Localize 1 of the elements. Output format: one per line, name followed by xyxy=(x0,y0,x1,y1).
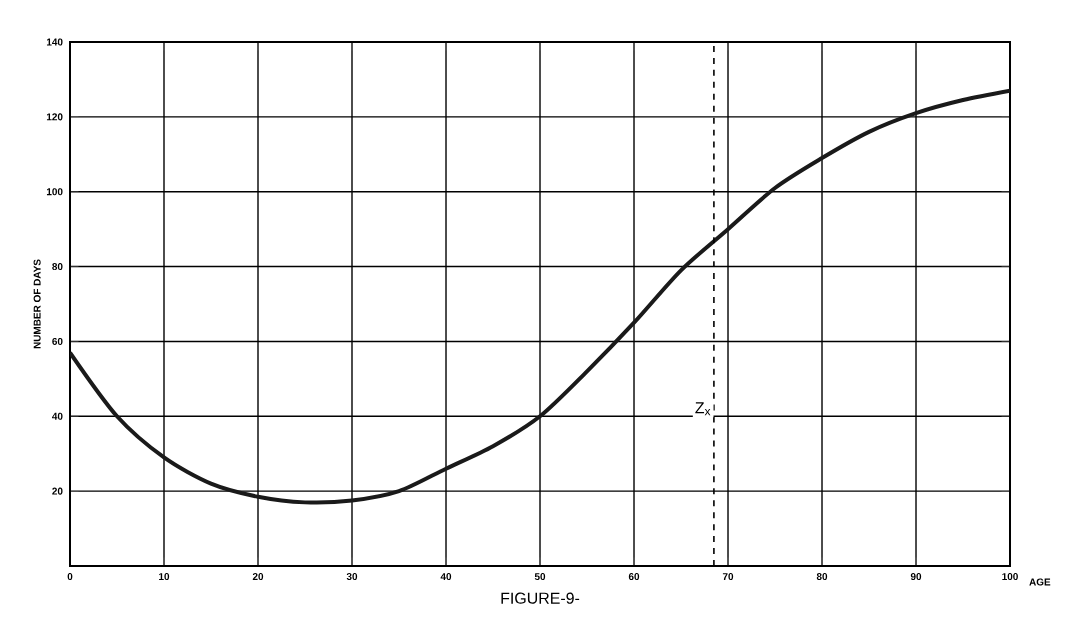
line-series xyxy=(70,88,1011,505)
